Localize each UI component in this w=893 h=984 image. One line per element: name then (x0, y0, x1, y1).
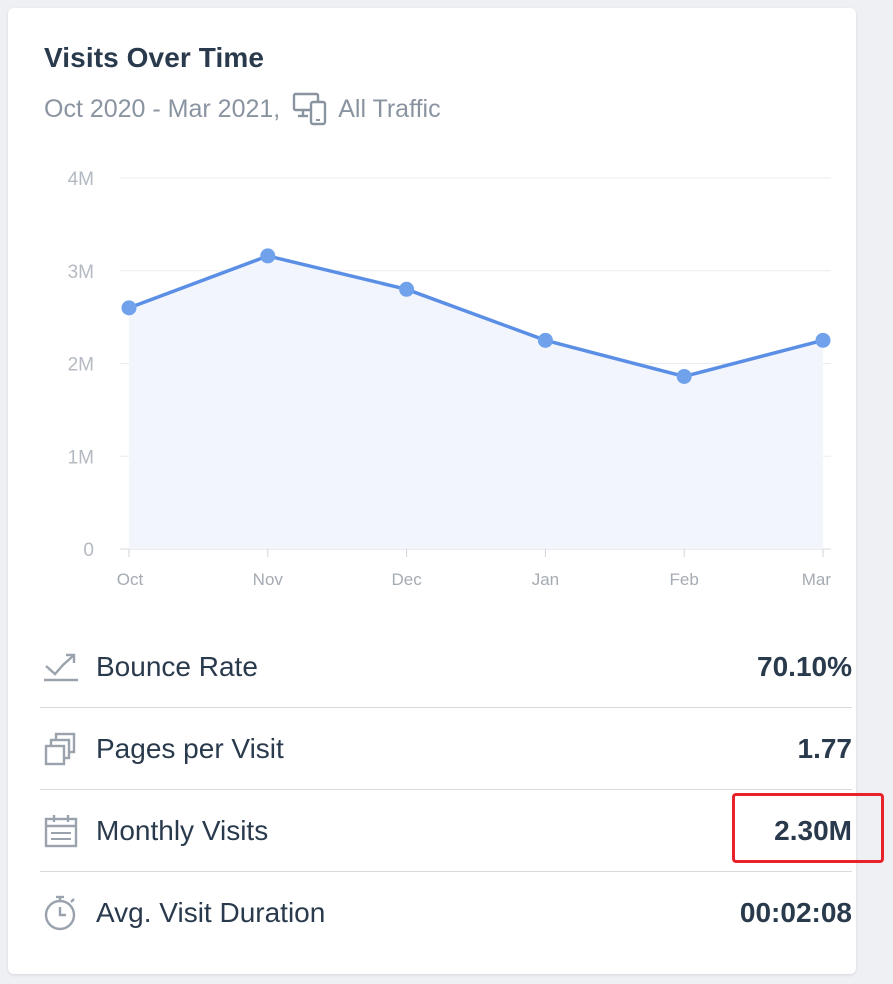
y-tick-label: 2M (68, 355, 94, 376)
metric-value: 00:02:08 (739, 896, 852, 928)
data-point (537, 332, 553, 348)
x-tick-label: Oct (117, 570, 144, 589)
calendar-icon (42, 812, 80, 850)
highlight-box (732, 793, 884, 863)
metric-label: Pages per Visit (96, 732, 284, 764)
data-point (260, 248, 276, 264)
y-tick-label: 0 (83, 540, 94, 561)
visits-chart: 0 1M 2M 3M 4M Oct Nov Dec Jan Feb Mar (8, 158, 856, 608)
y-tick-label: 3M (68, 262, 94, 283)
visits-chart-svg: 0 1M 2M 3M 4M Oct Nov Dec Jan Feb Mar (68, 169, 832, 589)
visits-over-time-card: Visits Over Time Oct 2020 - Mar 2021, Al… (8, 8, 884, 974)
series-line (128, 254, 824, 379)
x-tick-label: Mar (802, 570, 832, 589)
metric-value: 1.77 (797, 732, 853, 764)
metric-row-monthly-visits: Monthly Visits 2.30M (40, 790, 884, 872)
date-range: Oct 2020 - Mar 2021, (44, 94, 281, 123)
card-subtitle: Oct 2020 - Mar 2021, All Traffic (44, 92, 441, 126)
metric-row-pages-per-visit: Pages per Visit 1.77 (40, 708, 852, 790)
x-tick-label: Dec (391, 570, 422, 589)
metric-row-avg-visit-duration: Avg. Visit Duration 00:02:08 (40, 872, 852, 953)
x-tick-label: Nov (253, 570, 284, 589)
metric-label: Avg. Visit Duration (96, 896, 326, 928)
devices-icon (292, 92, 328, 126)
x-tick-label: Feb (670, 570, 699, 589)
metric-label: Bounce Rate (96, 650, 258, 682)
traffic-filter[interactable]: All Traffic (338, 94, 441, 123)
metric-label: Monthly Visits (96, 814, 269, 846)
metric-row-bounce-rate: Bounce Rate 70.10% (40, 626, 852, 708)
series-area (129, 255, 823, 549)
metric-value: 70.10% (757, 650, 852, 682)
pages-icon (42, 730, 80, 768)
metrics-list: Bounce Rate 70.10% Pages per Visit 1.77 (40, 626, 884, 953)
card-title: Visits Over Time (44, 42, 265, 73)
y-tick-label: 1M (68, 447, 94, 468)
data-point (815, 332, 831, 348)
data-point (399, 281, 415, 297)
stopwatch-icon (42, 894, 80, 932)
data-point (121, 300, 137, 316)
y-tick-label: 4M (68, 169, 94, 190)
metric-value: 2.30M (774, 814, 852, 846)
data-point (676, 368, 692, 384)
x-tick-label: Jan (532, 570, 559, 589)
bounce-rate-icon (42, 648, 80, 686)
